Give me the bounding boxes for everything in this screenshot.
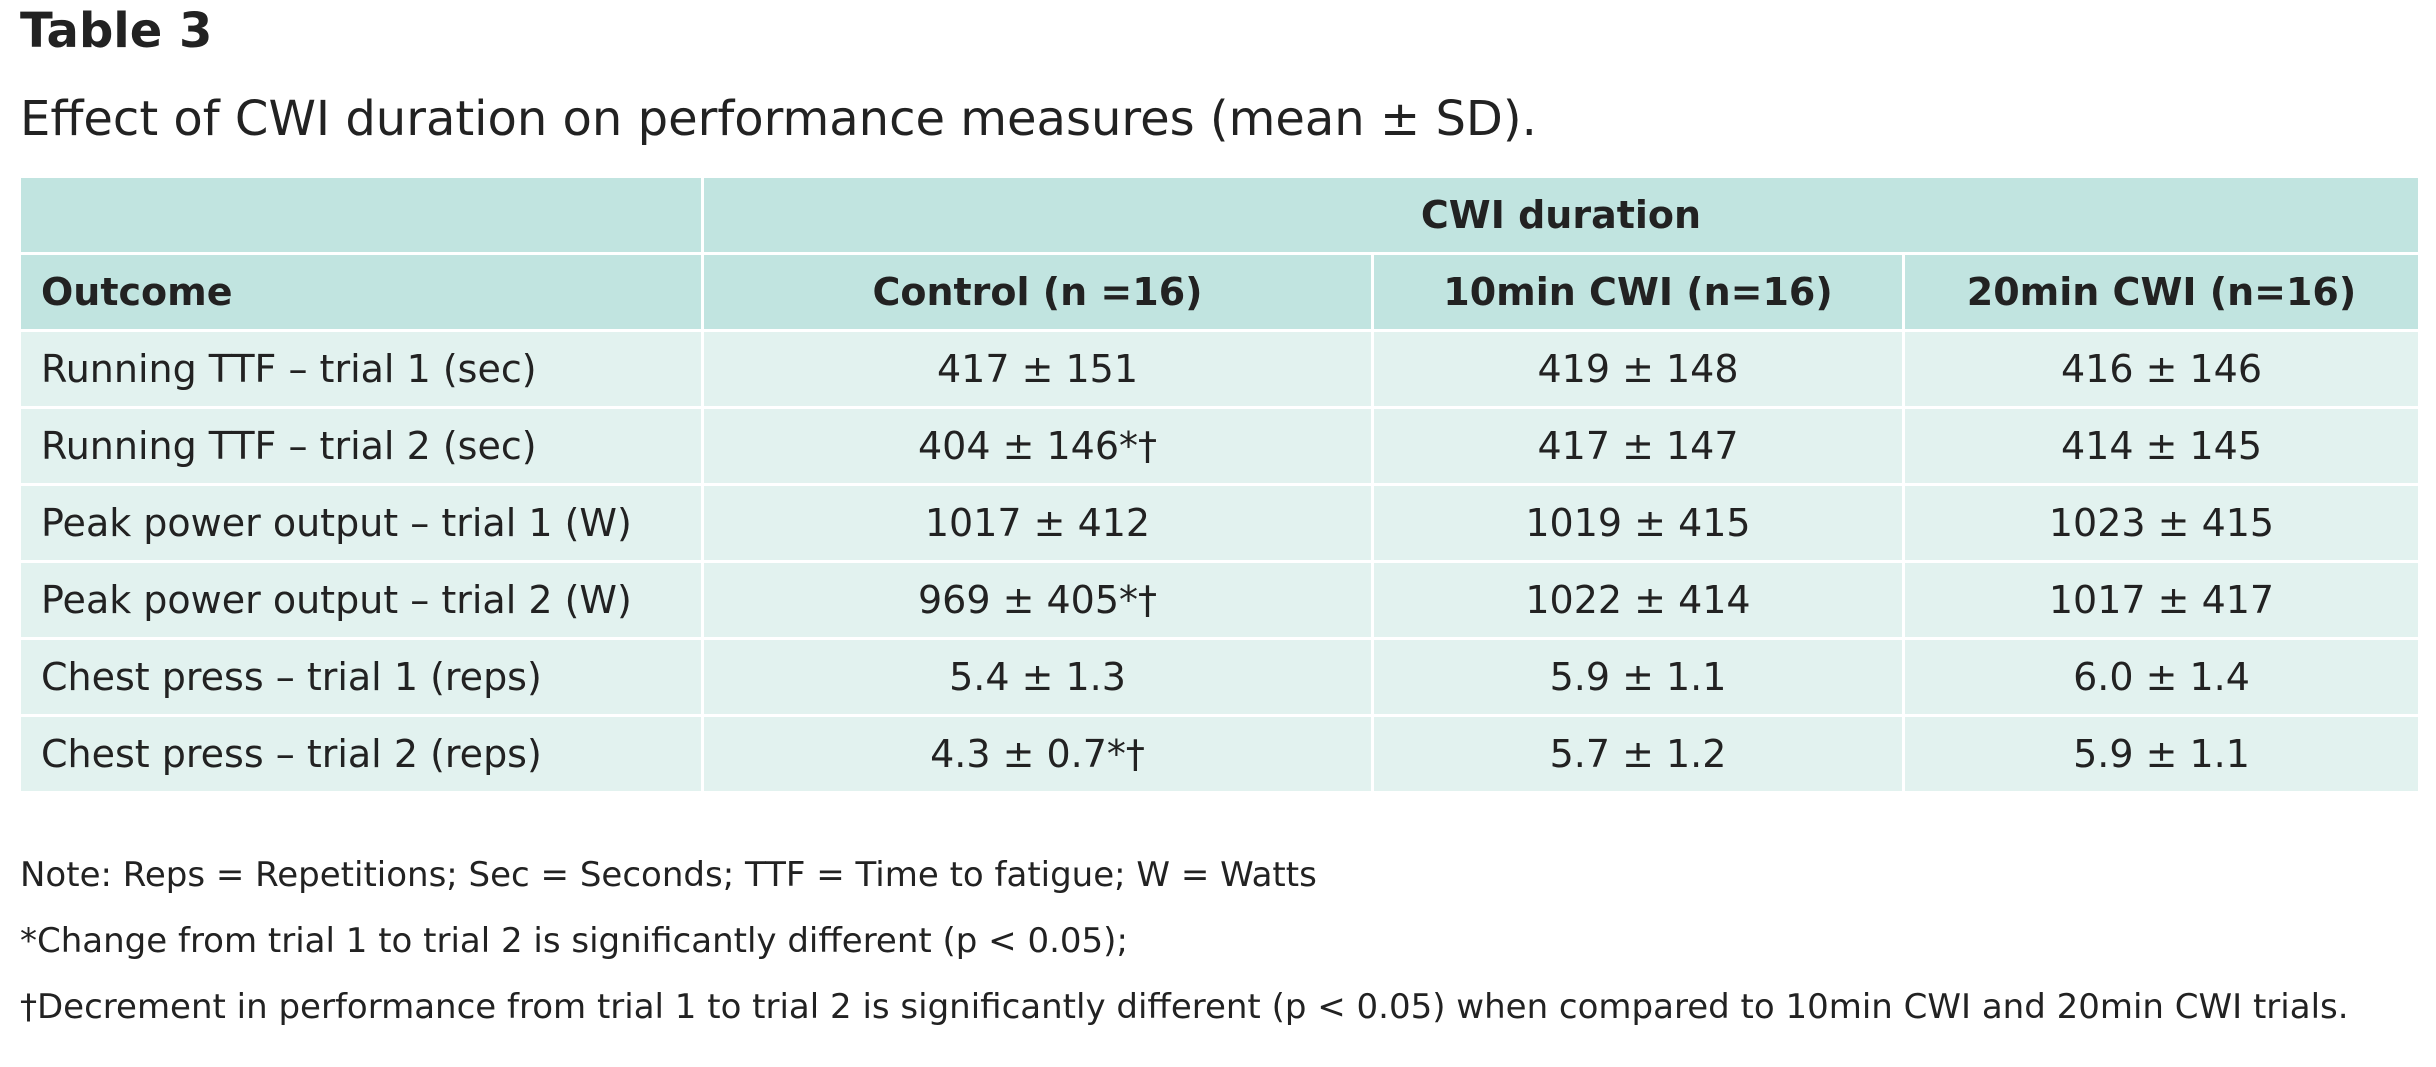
group-header-spacer — [18, 175, 704, 255]
cell-10min-cwi: 419 ± 148 — [1371, 329, 1905, 409]
cell-20min-cwi: 1023 ± 415 — [1901, 483, 2422, 563]
column-header-10min-cwi: 10min CWI (n=16) — [1371, 252, 1905, 332]
cell-10min-cwi: 1022 ± 414 — [1371, 560, 1905, 640]
cell-20min-cwi: 414 ± 145 — [1901, 406, 2422, 486]
row-label: Running TTF – trial 2 (sec) — [18, 406, 704, 486]
cell-20min-cwi: 6.0 ± 1.4 — [1901, 637, 2422, 717]
table-caption: Effect of CWI duration on performance me… — [20, 91, 1537, 147]
cell-10min-cwi: 5.9 ± 1.1 — [1371, 637, 1905, 717]
cell-20min-cwi: 1017 ± 417 — [1901, 560, 2422, 640]
group-header-row: CWI duration — [18, 175, 2422, 255]
cell-control: 5.4 ± 1.3 — [701, 637, 1374, 717]
cell-20min-cwi: 5.9 ± 1.1 — [1901, 714, 2422, 794]
cell-control: 4.3 ± 0.7*† — [701, 714, 1374, 794]
table-row: Running TTF – trial 1 (sec) 417 ± 151 41… — [18, 329, 2422, 409]
group-header-cwi-duration: CWI duration — [700, 175, 2422, 255]
table-row: Chest press – trial 2 (reps) 4.3 ± 0.7*†… — [18, 714, 2422, 794]
cell-20min-cwi: 416 ± 146 — [1901, 329, 2422, 409]
table-title: Table 3 — [20, 3, 213, 59]
cell-10min-cwi: 1019 ± 415 — [1371, 483, 1905, 563]
cell-control: 417 ± 151 — [701, 329, 1374, 409]
row-label: Chest press – trial 2 (reps) — [18, 714, 704, 794]
row-label: Peak power output – trial 2 (W) — [18, 560, 704, 640]
column-header-control: Control (n =16) — [701, 252, 1374, 332]
note-significance-decrement: †Decrement in performance from trial 1 t… — [20, 987, 2349, 1027]
column-header-outcome: Outcome — [18, 252, 704, 332]
cell-10min-cwi: 417 ± 147 — [1371, 406, 1905, 486]
cell-10min-cwi: 5.7 ± 1.2 — [1371, 714, 1905, 794]
row-label: Chest press – trial 1 (reps) — [18, 637, 704, 717]
note-significance-change: *Change from trial 1 to trial 2 is signi… — [20, 921, 1128, 961]
table-body: Running TTF – trial 1 (sec) 417 ± 151 41… — [18, 329, 2422, 794]
results-table: CWI duration Outcome Control (n =16) 10m… — [18, 175, 2422, 794]
cell-control: 1017 ± 412 — [701, 483, 1374, 563]
column-header-row: Outcome Control (n =16) 10min CWI (n=16)… — [18, 252, 2422, 332]
table-row: Peak power output – trial 1 (W) 1017 ± 4… — [18, 483, 2422, 563]
note-abbreviations: Note: Reps = Repetitions; Sec = Seconds;… — [20, 855, 1317, 895]
table-row: Chest press – trial 1 (reps) 5.4 ± 1.3 5… — [18, 637, 2422, 717]
table-row: Running TTF – trial 2 (sec) 404 ± 146*† … — [18, 406, 2422, 486]
row-label: Peak power output – trial 1 (W) — [18, 483, 704, 563]
table-header: CWI duration Outcome Control (n =16) 10m… — [18, 175, 2422, 332]
column-header-20min-cwi: 20min CWI (n=16) — [1901, 252, 2422, 332]
row-label: Running TTF – trial 1 (sec) — [18, 329, 704, 409]
cell-control: 404 ± 146*† — [701, 406, 1374, 486]
table-row: Peak power output – trial 2 (W) 969 ± 40… — [18, 560, 2422, 640]
cell-control: 969 ± 405*† — [701, 560, 1374, 640]
table-notes: Note: Reps = Repetitions; Sec = Seconds;… — [20, 850, 2349, 1048]
